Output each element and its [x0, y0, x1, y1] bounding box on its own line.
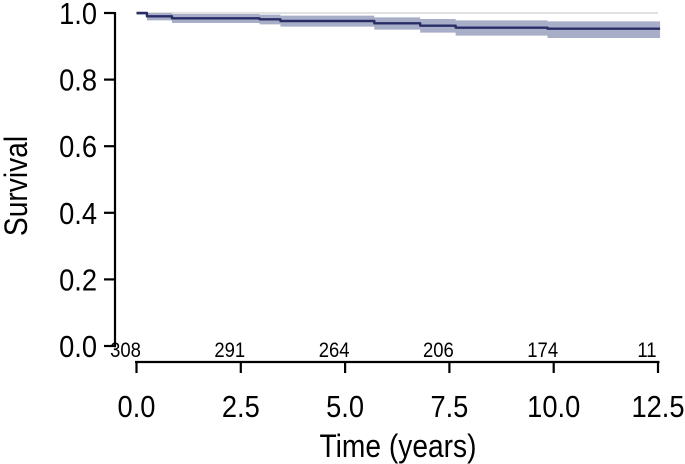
at-risk-count: 174	[527, 339, 558, 362]
y-axis-title: Survival	[0, 135, 34, 237]
x-tick-label: 5.0	[326, 389, 364, 424]
y-tick-label: 0.6	[59, 129, 97, 164]
y-tick-label: 0.8	[59, 63, 97, 98]
x-tick-label: 0.0	[118, 389, 156, 424]
x-tick-label: 12.5	[631, 389, 684, 424]
at-risk-count: 291	[214, 339, 245, 362]
y-tick-label: 1.0	[59, 0, 97, 31]
survival-curve	[136, 11, 661, 30]
x-axis-title: Time (years)	[319, 428, 477, 464]
x-tick-label: 7.5	[430, 389, 468, 424]
at-risk-count: 264	[319, 339, 350, 362]
y-tick-label: 0.2	[59, 262, 97, 297]
at-risk-count: 206	[423, 339, 454, 362]
y-tick-label: 0.4	[59, 196, 97, 231]
x-tick-label: 2.5	[222, 389, 260, 424]
at-risk-count: 11	[637, 339, 656, 362]
x-tick-label: 10.0	[527, 389, 580, 424]
y-tick-label: 0.0	[59, 329, 97, 364]
confidence-band	[136, 13, 661, 38]
at-risk-count: 308	[110, 339, 141, 362]
